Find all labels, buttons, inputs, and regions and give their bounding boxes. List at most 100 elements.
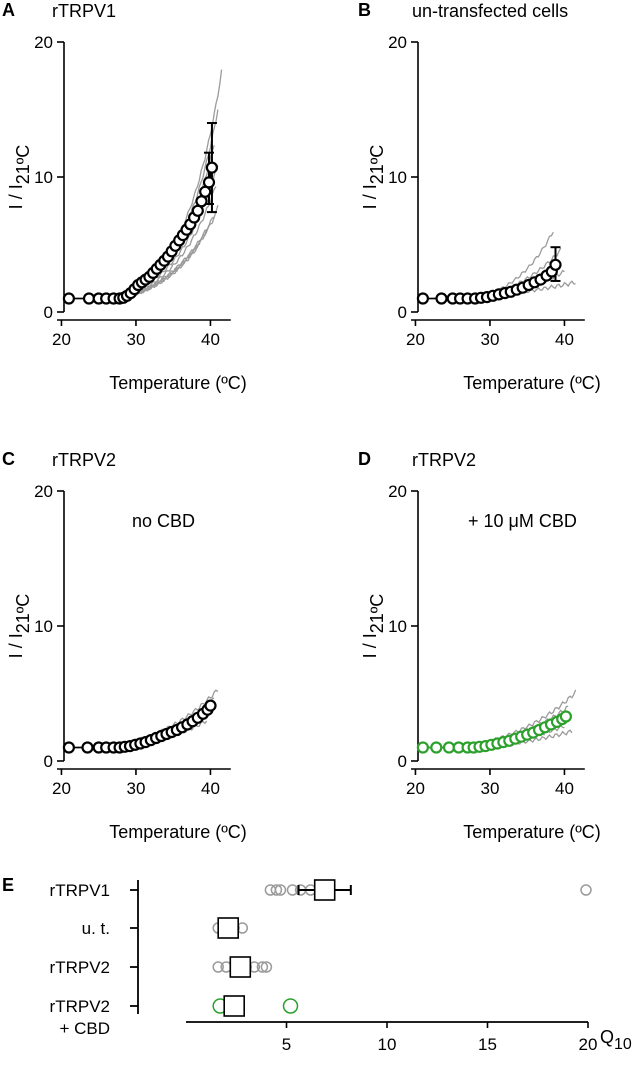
mean-point bbox=[62, 292, 76, 305]
mean-point bbox=[416, 741, 429, 754]
q10-mean-square bbox=[229, 956, 252, 978]
mean-point bbox=[202, 176, 216, 189]
trace-line bbox=[422, 231, 554, 300]
panel-c-ylabel-main: I / I bbox=[6, 633, 26, 658]
x-tick-label: 20 bbox=[52, 779, 71, 798]
y-tick-label: 10 bbox=[388, 168, 407, 187]
mean-point bbox=[430, 741, 443, 754]
panel-d-xlabel: Temperature (ºC) bbox=[463, 822, 601, 842]
panel-a-ylabel: I / I21ºC bbox=[6, 145, 33, 210]
q10-point bbox=[286, 884, 299, 896]
x-tick-label: 40 bbox=[201, 330, 220, 349]
panel-e-xlabel: Q10 bbox=[600, 1027, 632, 1053]
panel-e: E rTRPV1 u. t. rTRPV2 rTRPV2 + CBD 5 10 15 20 Q1… bbox=[2, 875, 632, 1054]
trace-group bbox=[68, 69, 223, 300]
panel-c: C rTRPV2 no CBD 20 30 40 0 10 20 I / I21ºC Te… bbox=[2, 449, 247, 842]
category-label-line: rTRPV2 bbox=[50, 997, 110, 1016]
q10-mean-square bbox=[313, 879, 336, 901]
panel-b-title: un-transfected cells bbox=[412, 1, 568, 21]
x-tick-label: 30 bbox=[126, 779, 145, 798]
q10-tick-label: 15 bbox=[478, 1035, 497, 1054]
category-label-line: u. t. bbox=[82, 919, 110, 938]
panel-c-xlabel: Temperature (ºC) bbox=[109, 822, 247, 842]
panel-d-title: rTRPV2 bbox=[412, 450, 476, 470]
panel-a-plot: 20 30 40 0 10 20 bbox=[34, 33, 231, 349]
category-label: rTRPV1 bbox=[50, 881, 110, 900]
panel-c-ylabel-sub: 21ºC bbox=[13, 594, 33, 634]
y-tick-label: 20 bbox=[34, 33, 53, 52]
category-label-line: rTRPV1 bbox=[50, 881, 110, 900]
x-tick-label: 40 bbox=[555, 779, 574, 798]
category-label-line: + CBD bbox=[59, 1019, 110, 1038]
y-tick-label: 0 bbox=[398, 303, 407, 322]
panel-c-plot: 20 30 40 0 10 20 bbox=[34, 482, 231, 798]
panel-a: A rTRPV1 20 30 40 0 10 20 I / I21ºC Temperatu… bbox=[2, 0, 247, 393]
mean-point bbox=[416, 292, 429, 305]
panel-a-ylabel-main: I / I bbox=[6, 184, 26, 209]
q10-tick-label: 20 bbox=[579, 1035, 598, 1054]
q10-point bbox=[282, 998, 299, 1014]
y-tick-label: 10 bbox=[34, 168, 53, 187]
x-tick-label: 20 bbox=[406, 779, 425, 798]
x-tick-label: 20 bbox=[52, 330, 71, 349]
panel-letter-d: D bbox=[358, 449, 371, 469]
panel-a-ylabel-sub: 21ºC bbox=[13, 145, 33, 185]
q10-point bbox=[256, 961, 269, 973]
panel-c-ylabel: I / I21ºC bbox=[6, 594, 33, 659]
x-tick-label: 20 bbox=[406, 330, 425, 349]
trace-line bbox=[68, 109, 219, 300]
panel-b-ylabel-main: I / I bbox=[360, 184, 380, 209]
panel-d-ylabel-sub: 21ºC bbox=[367, 594, 387, 634]
x-tick-label: 30 bbox=[126, 330, 145, 349]
mean-point bbox=[204, 699, 217, 712]
x-tick-label: 30 bbox=[480, 779, 499, 798]
panel-b-plot: 20 30 40 0 10 20 bbox=[388, 33, 585, 349]
q10-point bbox=[580, 884, 592, 896]
panel-letter-e: E bbox=[2, 875, 14, 895]
q10-mean-square bbox=[223, 995, 245, 1017]
mean-point bbox=[549, 258, 562, 271]
mean-point bbox=[62, 741, 76, 754]
mean-point bbox=[205, 161, 218, 174]
q10-tick-label: 5 bbox=[282, 1035, 291, 1054]
q10-point bbox=[274, 884, 287, 896]
panel-d-annotation: + 10 μM CBD bbox=[468, 511, 577, 531]
q10-point bbox=[270, 884, 283, 896]
category-label-line: rTRPV2 bbox=[50, 958, 110, 977]
trace-line bbox=[68, 69, 223, 300]
panel-b: B un-transfected cells 20 30 40 0 10 20 I / I… bbox=[358, 0, 601, 393]
category-label: rTRPV2 + CBD bbox=[50, 997, 110, 1038]
q10-point bbox=[212, 961, 224, 973]
mean-point bbox=[559, 710, 573, 723]
panel-c-annotation: no CBD bbox=[132, 511, 195, 531]
panel-d-ylabel-main: I / I bbox=[360, 633, 380, 658]
q10-mean-square bbox=[217, 917, 239, 939]
x-tick-label: 30 bbox=[480, 330, 499, 349]
panel-b-ylabel: I / I21ºC bbox=[360, 145, 387, 210]
panel-a-title: rTRPV1 bbox=[52, 1, 116, 21]
category-label: u. t. bbox=[82, 919, 110, 938]
panel-d-ylabel: I / I21ºC bbox=[360, 594, 387, 659]
mean-point bbox=[82, 292, 96, 305]
panel-c-title: rTRPV2 bbox=[52, 450, 116, 470]
panel-e-plot: rTRPV1 u. t. rTRPV2 rTRPV2 + CBD 5 10 15 20 bbox=[50, 879, 598, 1054]
panel-d: D rTRPV2 + 10 μM CBD 20 30 40 0 10 20 I / I21… bbox=[358, 449, 601, 842]
panel-letter-c: C bbox=[2, 449, 15, 469]
y-tick-label: 10 bbox=[34, 617, 53, 636]
y-tick-label: 0 bbox=[44, 752, 53, 771]
panel-e-xlabel-main: Q bbox=[600, 1027, 614, 1047]
y-tick-label: 20 bbox=[388, 482, 407, 501]
y-tick-label: 20 bbox=[388, 33, 407, 52]
mean-point bbox=[81, 741, 94, 754]
mean-point bbox=[435, 292, 448, 305]
x-tick-label: 40 bbox=[201, 779, 220, 798]
panel-b-xlabel: Temperature (ºC) bbox=[463, 373, 601, 393]
mean-point bbox=[442, 741, 456, 754]
y-tick-label: 0 bbox=[398, 752, 407, 771]
panel-a-xlabel: Temperature (ºC) bbox=[109, 373, 247, 393]
q10-tick-label: 10 bbox=[378, 1035, 397, 1054]
panel-letter-a: A bbox=[2, 0, 15, 20]
panel-letter-b: B bbox=[358, 0, 371, 20]
y-tick-label: 10 bbox=[388, 617, 407, 636]
